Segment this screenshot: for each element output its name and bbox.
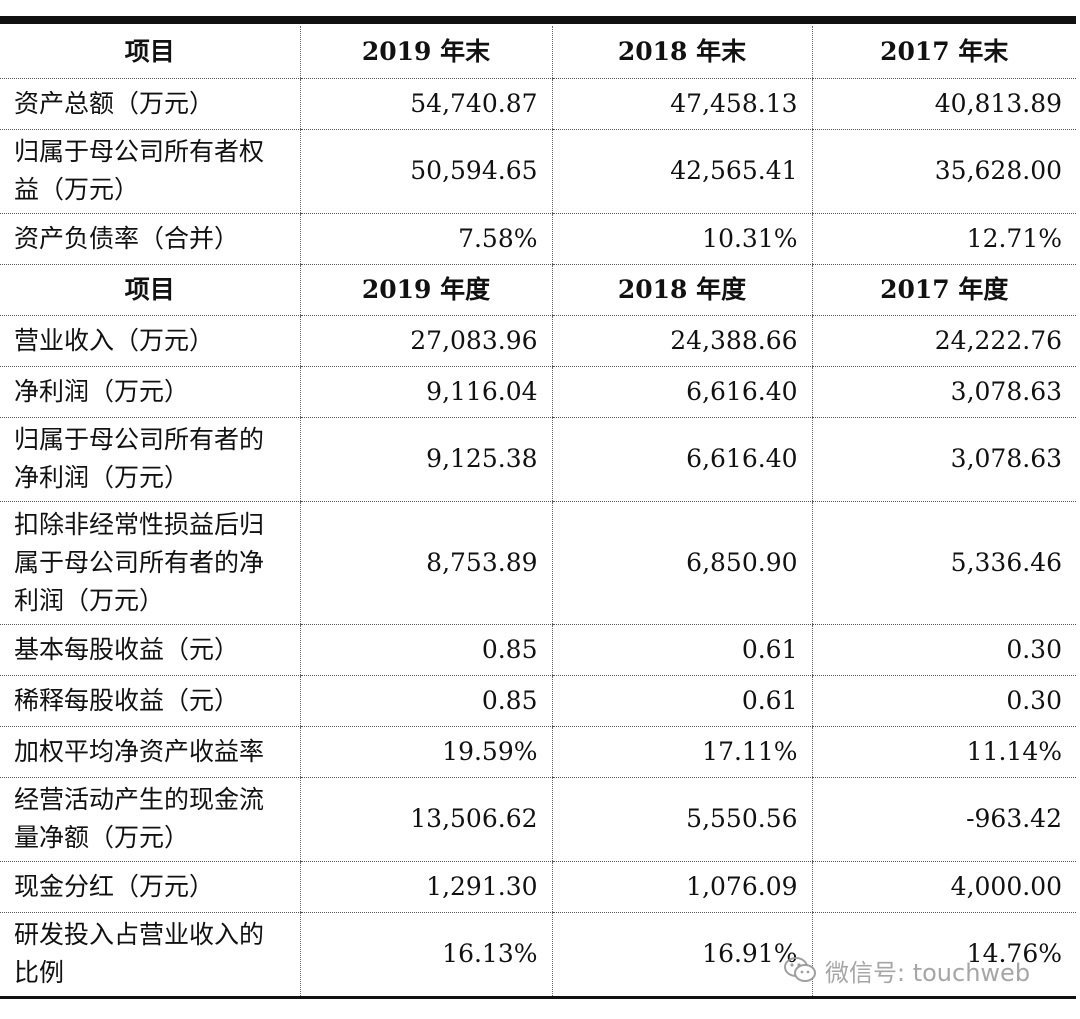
cell-2017: 24,222.76	[811, 315, 1076, 367]
cell-2018: 6,616.40	[551, 417, 812, 502]
row-label: 加权平均净资产收益率	[0, 726, 300, 778]
table-row: 归属于母公司所有者权益（万元） 50,594.65 42,565.41 35,6…	[0, 129, 1076, 214]
table-row: 加权平均净资产收益率 19.59% 17.11% 11.14%	[0, 726, 1076, 778]
cell-2017: 11.14%	[811, 726, 1076, 778]
table-row: 资产总额（万元） 54,740.87 47,458.13 40,813.89	[0, 78, 1076, 130]
cell-2018: 47,458.13	[551, 78, 812, 130]
cell-2019: 7.58%	[299, 213, 552, 265]
cell-2018: 6,850.90	[551, 501, 812, 625]
cell-2019: 0.85	[299, 624, 552, 676]
cell-2019: 27,083.96	[299, 315, 552, 367]
table-row: 资产负债率（合并） 7.58% 10.31% 12.71%	[0, 213, 1076, 265]
cell-2019: 19.59%	[299, 726, 552, 778]
cell-2019: 9,125.38	[299, 417, 552, 502]
row-label: 扣除非经常性损益后归属于母公司所有者的净利润（万元）	[0, 501, 300, 625]
cell-2017: 3,078.63	[811, 366, 1076, 418]
cell-2017: 3,078.63	[811, 417, 1076, 502]
cell-2019: 1,291.30	[299, 861, 552, 913]
income-header-row: 项目 2019 年度 2018 年度 2017 年度	[0, 264, 1076, 316]
wechat-icon	[783, 955, 817, 985]
cell-2019: 0.85	[299, 675, 552, 727]
cell-2017: 5,336.46	[811, 501, 1076, 625]
cell-2018: 0.61	[551, 624, 812, 676]
cell-2017: 0.30	[811, 675, 1076, 727]
header-2017-year: 2017 年度	[811, 264, 1076, 316]
header-2019-year: 2019 年度	[299, 264, 552, 316]
cell-2018: 5,550.56	[551, 777, 812, 862]
row-label: 归属于母公司所有者的净利润（万元）	[0, 417, 300, 502]
cell-2018: 1,076.09	[551, 861, 812, 913]
cell-2018: 42,565.41	[551, 129, 812, 214]
row-label: 经营活动产生的现金流量净额（万元）	[0, 777, 300, 862]
row-label: 稀释每股收益（元）	[0, 675, 300, 727]
table-row: 营业收入（万元） 27,083.96 24,388.66 24,222.76	[0, 315, 1076, 367]
table-row: 净利润（万元） 9,116.04 6,616.40 3,078.63	[0, 366, 1076, 418]
cell-2018: 10.31%	[551, 213, 812, 265]
cell-2017: 12.71%	[811, 213, 1076, 265]
cell-2019: 16.13%	[299, 912, 552, 997]
row-label: 研发投入占营业收入的比例	[0, 912, 300, 997]
cell-2018: 17.11%	[551, 726, 812, 778]
row-label: 营业收入（万元）	[0, 315, 300, 367]
row-label: 基本每股收益（元）	[0, 624, 300, 676]
cell-2017: -963.42	[811, 777, 1076, 862]
watermark-text: 微信号: touchweb	[825, 958, 1031, 987]
cell-2018: 24,388.66	[551, 315, 812, 367]
header-2019-end: 2019 年末	[299, 26, 552, 79]
row-label: 资产总额（万元）	[0, 78, 300, 130]
header-item: 项目	[0, 26, 300, 79]
balance-header-row: 项目 2019 年末 2018 年末 2017 年末	[0, 26, 1076, 79]
cell-2019: 54,740.87	[299, 78, 552, 130]
cell-2019: 13,506.62	[299, 777, 552, 862]
cell-2017: 0.30	[811, 624, 1076, 676]
cell-2018: 16.91%	[551, 912, 812, 997]
cell-2017: 40,813.89	[811, 78, 1076, 130]
table-row: 基本每股收益（元） 0.85 0.61 0.30	[0, 624, 1076, 676]
table-row: 归属于母公司所有者的净利润（万元） 9,125.38 6,616.40 3,07…	[0, 417, 1076, 502]
table-row: 扣除非经常性损益后归属于母公司所有者的净利润（万元） 8,753.89 6,85…	[0, 501, 1076, 625]
cell-2018: 0.61	[551, 675, 812, 727]
cell-2018: 6,616.40	[551, 366, 812, 418]
row-label: 归属于母公司所有者权益（万元）	[0, 129, 300, 214]
table-row: 现金分红（万元） 1,291.30 1,076.09 4,000.00	[0, 861, 1076, 913]
cell-2019: 9,116.04	[299, 366, 552, 418]
financial-table: 项目 2019 年末 2018 年末 2017 年末 资产总额（万元） 54,7…	[0, 26, 1076, 997]
bottom-rule	[0, 996, 1076, 999]
header-item: 项目	[0, 264, 300, 316]
header-2017-end: 2017 年末	[811, 26, 1076, 79]
header-2018-year: 2018 年度	[551, 264, 812, 316]
watermark: 微信号: touchweb	[783, 948, 1030, 992]
table-row: 稀释每股收益（元） 0.85 0.61 0.30	[0, 675, 1076, 727]
cell-2017: 14.76%	[811, 912, 1076, 997]
top-rule	[0, 16, 1076, 24]
cell-2019: 8,753.89	[299, 501, 552, 625]
row-label: 资产负债率（合并）	[0, 213, 300, 265]
table-row: 研发投入占营业收入的比例 16.13% 16.91% 14.76%	[0, 912, 1076, 997]
table-row: 经营活动产生的现金流量净额（万元） 13,506.62 5,550.56 -96…	[0, 777, 1076, 862]
cell-2019: 50,594.65	[299, 129, 552, 214]
row-label: 净利润（万元）	[0, 366, 300, 418]
row-label: 现金分红（万元）	[0, 861, 300, 913]
cell-2017: 4,000.00	[811, 861, 1076, 913]
header-2018-end: 2018 年末	[551, 26, 812, 79]
cell-2017: 35,628.00	[811, 129, 1076, 214]
